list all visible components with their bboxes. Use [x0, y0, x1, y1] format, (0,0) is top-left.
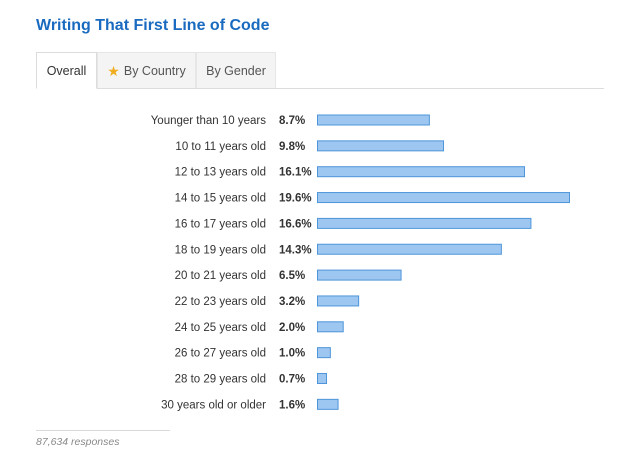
tab-by-gender[interactable]: By Gender: [196, 52, 276, 88]
tab-by-country[interactable]: ★ By Country: [97, 52, 196, 88]
category-label: 22 to 23 years old: [175, 296, 266, 308]
tab-by-country-label: By Country: [123, 63, 186, 78]
category-label: 26 to 27 years old: [175, 348, 266, 360]
page-title: Writing That First Line of Code: [36, 17, 270, 34]
age-bar-chart: Younger than 10 years 8.7% 10 to 11 years …: [151, 114, 570, 411]
bar: [317, 243, 502, 255]
tab-overall-label: Overall: [46, 63, 87, 78]
value-label: 1.0%: [279, 348, 305, 360]
value-label: 1.6%: [279, 399, 305, 411]
value-label: 16.1%: [279, 167, 312, 179]
bar: [317, 217, 532, 229]
category-label: Younger than 10 years: [151, 115, 267, 127]
bar: [317, 269, 402, 281]
bar: [317, 192, 570, 204]
category-label: 14 to 15 years old: [175, 193, 266, 205]
tab-overall[interactable]: Overall: [36, 52, 97, 89]
category-label: 28 to 29 years old: [175, 374, 266, 386]
category-label: 24 to 25 years old: [175, 322, 266, 334]
value-label: 14.3%: [279, 244, 312, 256]
tab-by-gender-label: By Gender: [206, 63, 266, 78]
tab-bar: Overall ★ By Country By Gender: [36, 52, 604, 89]
value-label: 2.0%: [279, 322, 305, 334]
value-label: 9.8%: [279, 141, 305, 153]
response-count: 87,634 responses: [36, 436, 120, 448]
category-label: 20 to 21 years old: [175, 270, 266, 282]
bar: [317, 321, 344, 333]
value-label: 8.7%: [279, 115, 305, 127]
category-label: 12 to 13 years old: [175, 167, 266, 179]
bar: [317, 398, 339, 410]
category-label: 16 to 17 years old: [175, 218, 266, 230]
bar: [317, 140, 444, 152]
value-label: 6.5%: [279, 270, 305, 282]
bar: [317, 295, 360, 307]
value-label: 0.7%: [279, 374, 305, 386]
value-label: 16.6%: [279, 218, 312, 230]
bar: [317, 347, 331, 359]
star-icon: ★: [107, 62, 120, 79]
category-label: 10 to 11 years old: [175, 141, 266, 153]
value-label: 3.2%: [279, 296, 305, 308]
category-label: 30 years old or older: [161, 399, 266, 411]
bar: [317, 373, 327, 384]
category-label: 18 to 19 years old: [175, 244, 266, 256]
bar: [317, 166, 525, 178]
bar: [317, 114, 430, 126]
footer-divider: [36, 430, 170, 431]
value-label: 19.6%: [279, 193, 312, 205]
